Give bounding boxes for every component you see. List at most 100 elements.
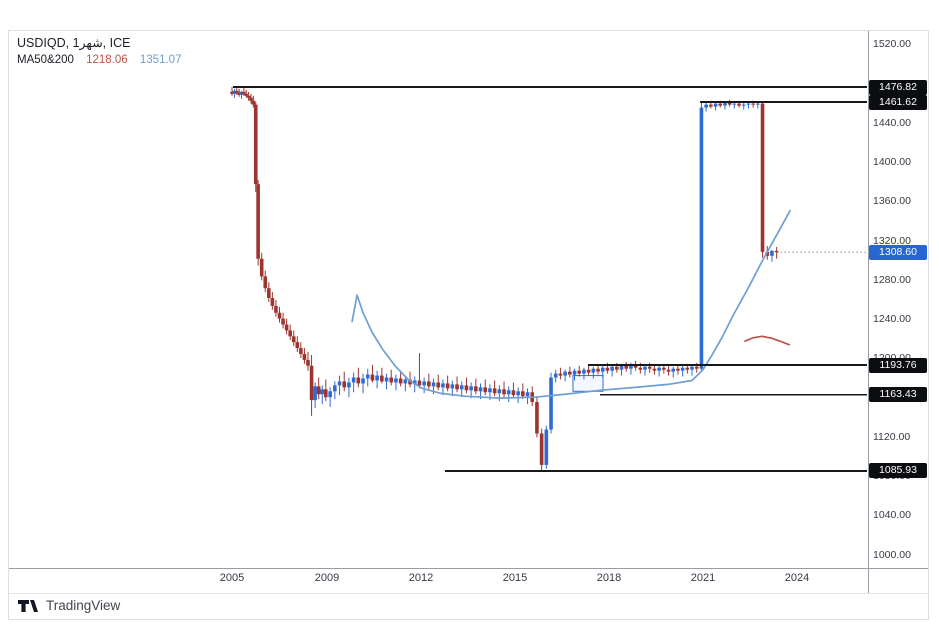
price-axis[interactable] [869, 31, 928, 567]
candle-body[interactable] [230, 91, 234, 94]
candle-body[interactable] [600, 367, 605, 372]
candle-body[interactable] [256, 184, 260, 259]
candle-body[interactable] [563, 371, 567, 376]
candle-body[interactable] [497, 389, 502, 394]
candle-body[interactable] [324, 389, 328, 398]
candle-body[interactable] [398, 378, 403, 384]
candle-body[interactable] [690, 366, 694, 370]
candle-body[interactable] [316, 386, 321, 395]
candle-body[interactable] [394, 378, 398, 383]
candle-body[interactable] [251, 100, 256, 105]
candle-body[interactable] [309, 365, 314, 401]
candle-body[interactable] [380, 375, 384, 382]
candle-body[interactable] [492, 388, 497, 394]
ma200-line[interactable] [351, 209, 791, 400]
candle-body[interactable] [723, 102, 727, 106]
tradingview-logo-link[interactable]: TradingView [17, 598, 120, 613]
candle-body[interactable] [478, 387, 483, 392]
candle-body[interactable] [242, 91, 246, 94]
candle-body[interactable] [756, 103, 760, 105]
candle-body[interactable] [718, 103, 723, 106]
candle-body[interactable] [577, 370, 582, 374]
candle-body[interactable] [549, 377, 553, 430]
candle-body[interactable] [751, 103, 755, 105]
candle-body[interactable] [511, 390, 516, 396]
candle-body[interactable] [384, 377, 389, 382]
candle-body[interactable] [610, 366, 614, 371]
candle-body[interactable] [558, 373, 563, 376]
candle-body[interactable] [246, 95, 251, 98]
candle-body[interactable] [506, 390, 511, 395]
candle-body[interactable] [474, 386, 478, 392]
candle-body[interactable] [680, 367, 685, 371]
rectangle-drawing[interactable] [572, 375, 604, 392]
candle-body[interactable] [351, 377, 356, 383]
candle-body[interactable] [483, 387, 488, 393]
candle-body[interactable] [347, 382, 351, 388]
candle-body[interactable] [629, 364, 633, 369]
candle-body[interactable] [521, 391, 525, 397]
candle-body[interactable] [333, 385, 337, 392]
candle-body[interactable] [356, 377, 361, 384]
candle-body[interactable] [605, 367, 610, 371]
candle-body[interactable] [760, 103, 765, 252]
candle-body[interactable] [704, 104, 708, 108]
candle-body[interactable] [320, 389, 325, 395]
candle-body[interactable] [239, 91, 244, 95]
candle-body[interactable] [652, 368, 657, 371]
candle-body[interactable] [464, 385, 469, 391]
candle-body[interactable] [389, 377, 394, 383]
candle-body[interactable] [263, 276, 268, 289]
candle-body[interactable] [516, 391, 520, 396]
candle-body[interactable] [502, 389, 506, 395]
candle-body[interactable] [666, 369, 671, 372]
candle-body[interactable] [488, 388, 492, 393]
candle-body[interactable] [647, 366, 652, 369]
candle-body[interactable] [342, 381, 347, 388]
candle-body[interactable] [544, 429, 549, 465]
candle-body[interactable] [288, 330, 292, 337]
ma50-line[interactable] [744, 335, 791, 346]
candle-body[interactable] [291, 336, 296, 343]
candle-body[interactable] [234, 90, 239, 93]
candle-body[interactable] [299, 348, 303, 354]
candle-body[interactable] [586, 369, 591, 373]
candle-body[interactable] [732, 103, 737, 105]
candle-body[interactable] [525, 392, 530, 397]
candle-body[interactable] [274, 305, 278, 313]
candle-body[interactable] [281, 318, 285, 325]
candle-body[interactable] [741, 104, 746, 106]
candle-body[interactable] [361, 378, 365, 384]
candle-body[interactable] [619, 365, 624, 370]
candle-body[interactable] [638, 367, 643, 370]
candle-body[interactable] [455, 384, 459, 390]
candle-body[interactable] [328, 391, 332, 398]
candle-body[interactable] [284, 324, 289, 331]
candle-body[interactable] [553, 373, 558, 378]
candle-body[interactable] [450, 384, 455, 389]
candle-body[interactable] [370, 374, 375, 381]
candle-body[interactable] [596, 368, 600, 372]
candle-body[interactable] [295, 342, 300, 349]
candle-body[interactable] [422, 381, 426, 386]
ma-indicator-row[interactable]: MA50&200 1218.06 1351.07 [17, 54, 181, 66]
candle-body[interactable] [375, 375, 379, 381]
candle-body[interactable] [727, 102, 732, 105]
candle-body[interactable] [737, 103, 741, 106]
candle-body[interactable] [765, 251, 770, 256]
candle-body[interactable] [445, 383, 450, 389]
candle-body[interactable] [676, 368, 680, 371]
candle-body[interactable] [302, 353, 307, 360]
candle-body[interactable] [267, 288, 271, 299]
candlestick-series[interactable] [230, 86, 779, 471]
candle-body[interactable] [633, 364, 638, 368]
candle-body[interactable] [615, 366, 619, 370]
candle-body[interactable] [313, 386, 317, 401]
candle-body[interactable] [643, 366, 647, 370]
candle-body[interactable] [417, 380, 422, 386]
candle-body[interactable] [277, 312, 282, 319]
candle-body[interactable] [232, 90, 237, 94]
candle-body[interactable] [259, 258, 264, 277]
candle-body[interactable] [624, 365, 629, 369]
